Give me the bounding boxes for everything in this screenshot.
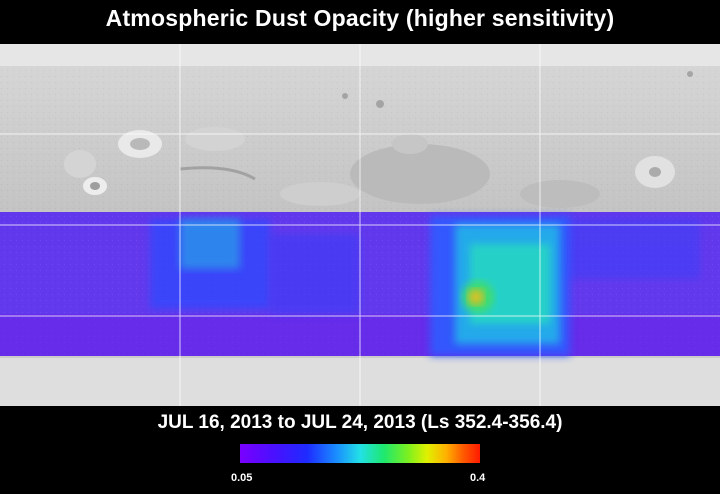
colorbar	[240, 444, 480, 463]
colorbar-max-label: 0.4	[470, 472, 486, 484]
map-title: Atmospheric Dust Opacity (higher sensiti…	[105, 5, 615, 31]
colorbar-min-label: 0.05	[231, 472, 253, 484]
graticule	[0, 44, 720, 406]
mars-dust-map	[0, 44, 720, 406]
date-range: JUL 16, 2013 to JUL 24, 2013 (Ls 352.4-3…	[157, 412, 563, 433]
map-svg	[0, 44, 720, 406]
